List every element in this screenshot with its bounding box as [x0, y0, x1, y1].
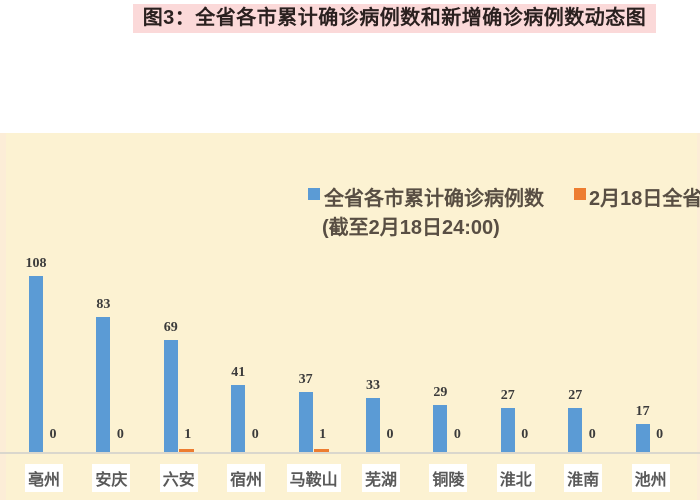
new-value-label: 0	[588, 427, 596, 442]
bar-total	[163, 340, 178, 452]
legend-swatch-cumulative-icon	[308, 188, 320, 200]
city-label: 芜湖	[361, 464, 400, 492]
city-label: 淮南	[564, 464, 603, 492]
bar-total	[568, 408, 583, 452]
bar-total	[298, 392, 313, 452]
right-edge-strip	[697, 133, 700, 500]
city-label: 铜陵	[429, 464, 468, 492]
total-value-label: 37	[298, 372, 313, 387]
total-value-label: 33	[366, 378, 380, 393]
new-value-label: 0	[251, 427, 259, 442]
legend-swatch-new-icon	[574, 188, 586, 200]
city-label: 马鞍山	[286, 464, 341, 492]
city-label: 亳州	[24, 464, 63, 492]
total-value-label: 27	[568, 388, 583, 403]
total-value-label: 41	[231, 365, 246, 380]
city-label: 淮北	[496, 464, 535, 492]
bar-total	[366, 398, 380, 452]
new-value-label: 0	[656, 427, 664, 442]
total-value-label: 69	[163, 320, 178, 335]
new-value-label: 1	[319, 427, 327, 442]
city-label: 安庆	[92, 464, 131, 492]
left-edge-strip	[0, 133, 6, 500]
new-value-label: 0	[116, 427, 124, 442]
city-label-wrap: 池州	[603, 464, 699, 492]
new-value-label: 0	[49, 427, 57, 442]
bar-total	[635, 424, 650, 452]
city-label: 池州	[631, 464, 670, 492]
city-label: 六安	[159, 464, 198, 492]
new-value-label: 1	[184, 427, 192, 442]
city-label-wrap: 马鞍山	[266, 464, 362, 492]
chart-title: 图3：全省各市累计确诊病例数和新增确诊病例数动态图	[133, 4, 656, 33]
new-value-label: 0	[521, 427, 529, 442]
city-label: 宿州	[227, 464, 266, 492]
bar-total	[29, 276, 43, 452]
total-value-label: 17	[635, 404, 650, 419]
city-label-wrap: 宿州	[198, 464, 294, 492]
legend-sublabel-cumulative: (截至2月18日24:00)	[322, 217, 500, 239]
new-value-label: 0	[386, 427, 394, 442]
bar-new	[313, 449, 329, 452]
bar-total	[231, 385, 246, 452]
bar-total	[433, 405, 448, 452]
city-label-wrap: 淮南	[535, 464, 631, 492]
total-value-label: 29	[433, 385, 448, 400]
city-label-wrap: 安庆	[63, 464, 159, 492]
city-label-wrap: 淮北	[468, 464, 564, 492]
bar-total	[96, 317, 111, 452]
bar-total	[500, 408, 515, 452]
legend-label-cumulative: 全省各市累计确诊病例数	[324, 188, 544, 210]
total-value-label: 27	[500, 388, 515, 403]
x-axis-line	[0, 452, 700, 454]
city-label-wrap: 亳州	[0, 464, 92, 492]
legend-label-new: 2月18日全省	[589, 188, 700, 210]
total-value-label: 108	[25, 256, 47, 271]
chart-area: 全省各市累计确诊病例数 (截至2月18日24:00) 2月18日全省 108 0 亳…	[0, 133, 700, 500]
city-label-wrap: 铜陵	[400, 464, 496, 492]
city-label-wrap: 芜湖	[333, 464, 429, 492]
new-value-label: 0	[453, 427, 461, 442]
total-value-label: 83	[96, 297, 111, 312]
city-label-wrap: 六安	[131, 464, 227, 492]
bar-new	[178, 449, 194, 452]
